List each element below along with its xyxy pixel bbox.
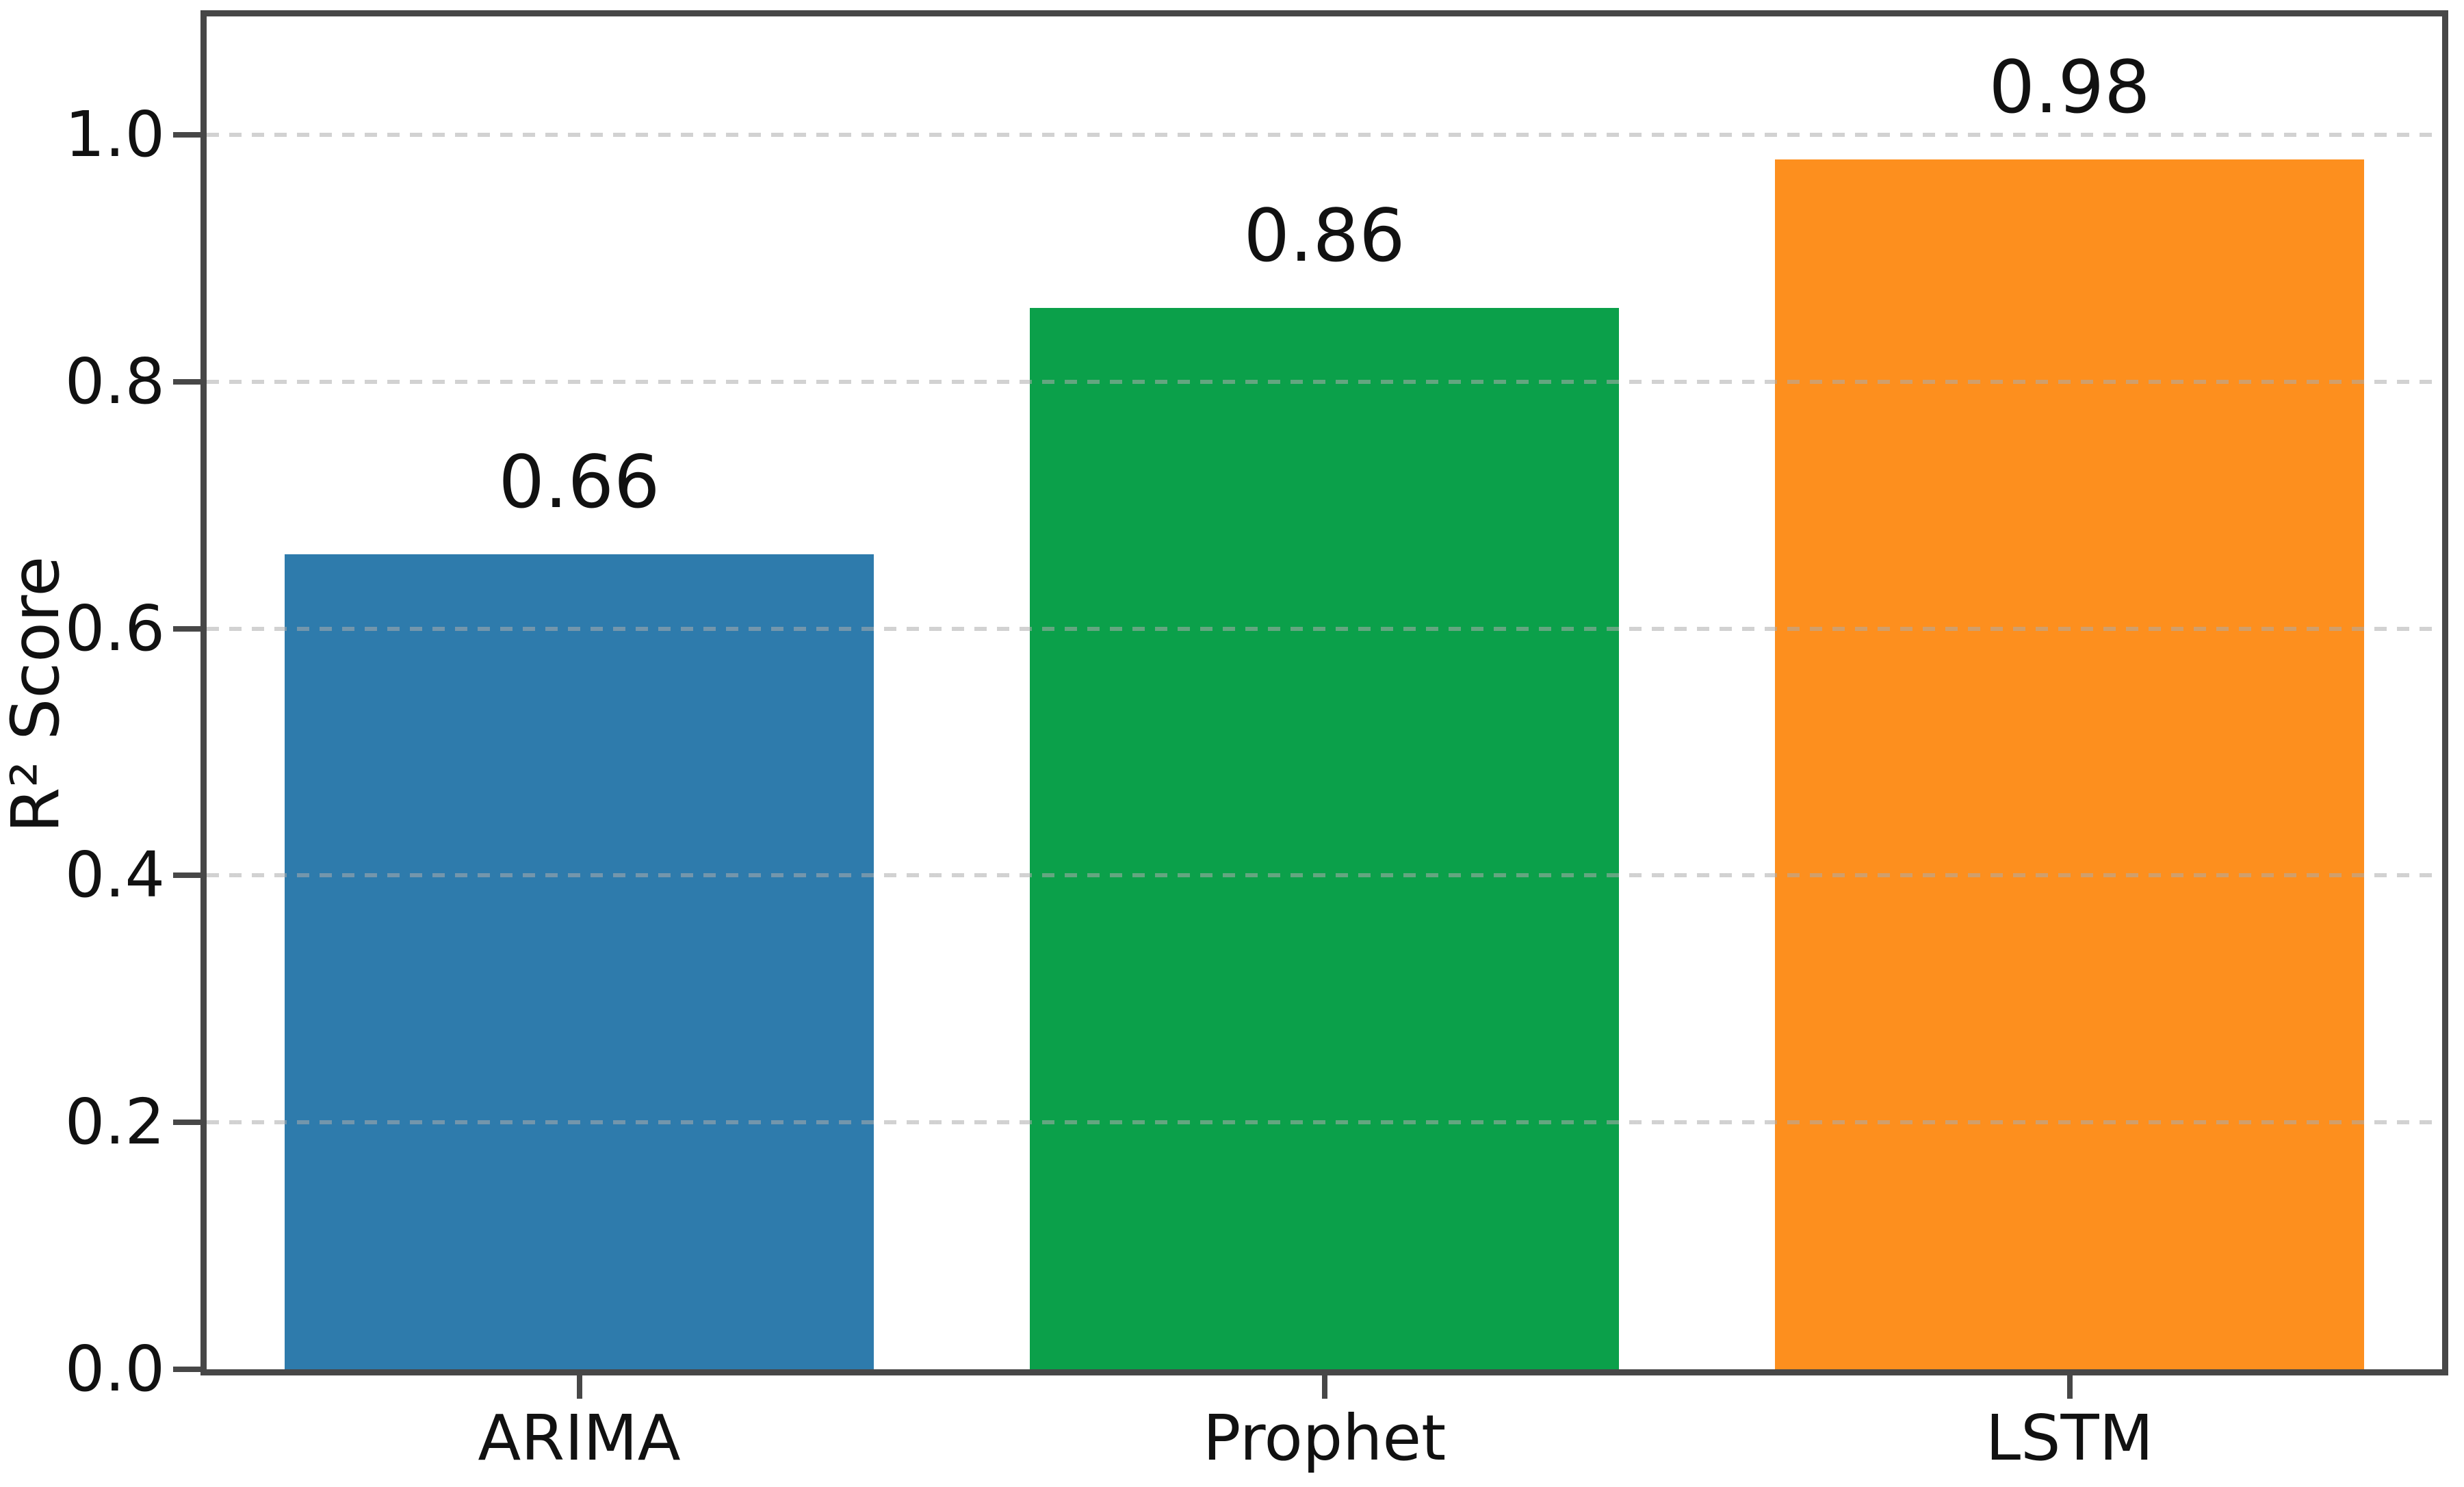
- y-tick-0.8: [173, 378, 200, 385]
- y-tick-1.0: [173, 132, 200, 138]
- y-tick-label-1.0: 1.0: [64, 98, 165, 172]
- bar-value-labels-layer: 0.66 0.86 0.98: [207, 16, 2442, 1369]
- x-tick-prophet: [1321, 1375, 1327, 1399]
- y-tick-0.0: [173, 1367, 200, 1372]
- bar-value-label-arima: 0.66: [498, 440, 660, 525]
- x-tick-lstm: [2066, 1375, 2073, 1399]
- bar-value-label-prophet: 0.86: [1243, 193, 1405, 278]
- y-tick-label-0.0: 0.0: [64, 1332, 165, 1406]
- bar-arima: [285, 554, 874, 1369]
- x-tick-label-arima: ARIMA: [478, 1401, 681, 1475]
- grid-layer: [207, 16, 2442, 1369]
- gridline-0.8: [207, 379, 2442, 384]
- bars-layer: [207, 16, 2442, 1369]
- x-tick-label-prophet: Prophet: [1202, 1401, 1447, 1475]
- plot-area: 0.66 0.86 0.98: [200, 10, 2448, 1375]
- gridline-1.0: [207, 133, 2442, 138]
- bar-value-label-lstm: 0.98: [1988, 45, 2151, 130]
- y-tick-0.4: [173, 872, 200, 879]
- y-tick-label-0.2: 0.2: [64, 1085, 165, 1159]
- y-tick-0.6: [173, 625, 200, 632]
- bar-prophet: [1030, 307, 1619, 1369]
- y-tick-label-0.8: 0.8: [64, 344, 165, 418]
- x-tick-arima: [576, 1375, 582, 1399]
- gridline-0.4: [207, 873, 2442, 878]
- x-tick-label-lstm: LSTM: [1985, 1401, 2154, 1475]
- y-tick-label-0.6: 0.6: [64, 591, 165, 665]
- y-tick-label-0.4: 0.4: [64, 838, 165, 912]
- gridline-0.6: [207, 626, 2442, 631]
- gridline-0.2: [207, 1120, 2442, 1125]
- bar-lstm: [1775, 159, 2364, 1369]
- y-tick-0.2: [173, 1120, 200, 1126]
